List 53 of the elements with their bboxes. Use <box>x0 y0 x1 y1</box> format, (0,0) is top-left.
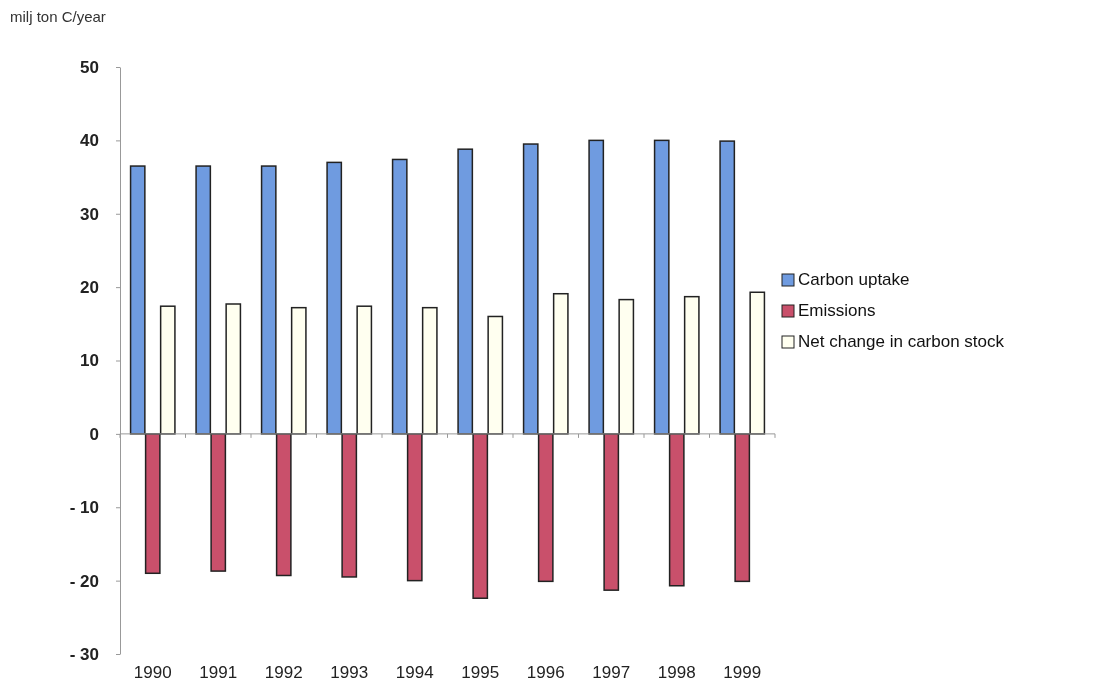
bar <box>290 306 307 435</box>
bar <box>341 433 358 578</box>
bar <box>719 140 736 435</box>
bar <box>603 433 620 591</box>
bar <box>195 165 212 435</box>
bar <box>552 292 569 435</box>
x-tick-label: 1990 <box>133 663 172 682</box>
bar <box>144 433 161 575</box>
legend-label: Net change in carbon stock <box>798 332 1005 351</box>
x-tick-label: 1999 <box>723 663 762 682</box>
y-tick-label: 20 <box>80 278 99 298</box>
bar <box>225 303 242 435</box>
y-tick-label: - 10 <box>69 498 99 518</box>
bar <box>210 433 227 572</box>
bar <box>668 433 685 587</box>
x-tick-label: 1992 <box>264 663 303 682</box>
y-tick-label: 30 <box>80 204 99 224</box>
bar <box>129 165 146 435</box>
bar <box>159 305 176 435</box>
x-tick-label: 1995 <box>461 663 500 682</box>
bar <box>356 305 373 435</box>
y-tick-label: - 20 <box>69 571 99 591</box>
bar <box>653 139 670 435</box>
bar <box>749 291 766 435</box>
bar <box>391 158 408 435</box>
bar <box>421 306 438 435</box>
y-axis-title: milj ton C/year <box>10 8 106 25</box>
x-tick-label: 1991 <box>199 663 238 682</box>
bar <box>406 433 423 582</box>
y-tick-label: 40 <box>80 131 99 151</box>
bar <box>487 315 504 435</box>
bar <box>275 433 292 577</box>
x-tick-label: 1998 <box>657 663 696 682</box>
bar <box>588 139 605 435</box>
bar <box>260 165 277 435</box>
bar <box>683 295 700 435</box>
y-tick-label: - 30 <box>69 644 99 664</box>
y-tick-label: 50 <box>80 57 99 77</box>
y-tick-label: 0 <box>89 424 99 444</box>
x-tick-label: 1993 <box>330 663 369 682</box>
bar <box>326 161 343 435</box>
bar <box>618 298 635 435</box>
bar <box>734 433 751 583</box>
bar <box>472 433 489 599</box>
x-tick-label: 1997 <box>592 663 631 682</box>
y-tick-label: 10 <box>80 351 99 371</box>
legend-label: Emissions <box>798 301 876 320</box>
x-tick-label: 1996 <box>526 663 565 682</box>
bar <box>537 433 554 583</box>
bar <box>522 143 539 435</box>
x-tick-label: 1994 <box>395 663 434 682</box>
bar <box>457 148 474 435</box>
legend-label: Carbon uptake <box>798 270 910 289</box>
